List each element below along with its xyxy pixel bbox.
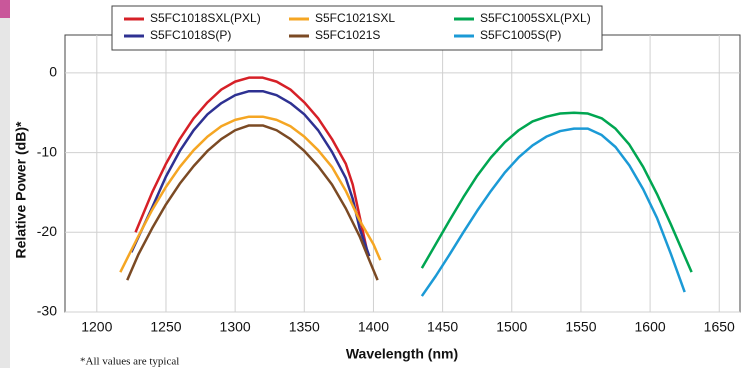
series-line xyxy=(126,124,379,281)
x-tick-label: 1400 xyxy=(358,319,389,335)
series-line xyxy=(420,127,686,297)
y-tick-label: 0 xyxy=(49,64,57,80)
side-strip-accent xyxy=(0,0,10,18)
y-axis-title: Relative Power (dB)* xyxy=(13,121,29,258)
series-line xyxy=(130,89,371,257)
x-tick-label: 1550 xyxy=(565,319,596,335)
series-line xyxy=(119,115,382,273)
x-tick-label: 1600 xyxy=(635,319,666,335)
x-tick-label: 1650 xyxy=(704,319,735,335)
legend-label: S5FC1005SXL(PXL) xyxy=(480,11,591,25)
legend-box xyxy=(111,5,603,51)
series-line xyxy=(134,76,368,249)
x-tick-label: 1250 xyxy=(150,319,181,335)
x-tick-label: 1500 xyxy=(496,319,527,335)
x-tick-label: 1300 xyxy=(220,319,251,335)
plot-frame xyxy=(64,34,741,313)
footnote: *All values are typical xyxy=(80,356,179,368)
x-axis-title: Wavelength (nm) xyxy=(346,346,458,362)
side-strip xyxy=(0,0,10,368)
y-tick-label: -20 xyxy=(37,223,57,239)
x-tick-label: 1350 xyxy=(289,319,320,335)
legend-label: S5FC1021S xyxy=(315,28,380,42)
legend-label: S5FC1018S(P) xyxy=(150,28,231,42)
legend-label: S5FC1018SXL(PXL) xyxy=(150,11,261,25)
x-tick-label: 1200 xyxy=(81,319,112,335)
legend-label: S5FC1021SXL xyxy=(315,11,395,25)
x-tick-label: 1450 xyxy=(427,319,458,335)
y-tick-label: -30 xyxy=(37,303,57,319)
legend-label: S5FC1005S(P) xyxy=(480,28,561,42)
y-tick-label: -10 xyxy=(37,143,57,159)
series-line xyxy=(420,111,693,273)
